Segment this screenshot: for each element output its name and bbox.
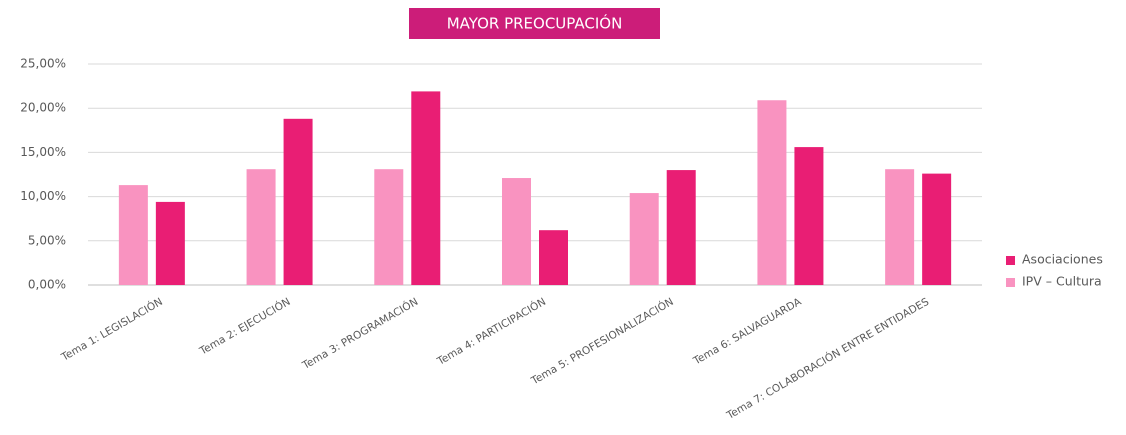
bar	[374, 169, 404, 285]
bar	[246, 169, 276, 285]
bar	[666, 170, 696, 285]
bar	[757, 100, 787, 285]
bar	[539, 230, 568, 285]
y-tick-label: 15,00%	[20, 145, 66, 159]
legend-swatch	[1006, 278, 1015, 287]
x-tick-label: Tema 7: COLABORACIÓN ENTRE ENTIDADES	[724, 295, 932, 423]
bar	[885, 169, 915, 285]
x-tick-label: Tema 6: SALVAGUARDA	[691, 295, 804, 367]
bar	[283, 118, 313, 285]
y-tick-label: 10,00%	[20, 189, 66, 203]
bar	[629, 193, 659, 285]
title-box	[409, 8, 660, 39]
legend-label: Asociaciones	[1022, 252, 1103, 267]
y-tick-label: 0,00%	[28, 278, 66, 292]
x-tick-label: Tema 2: EJECUCIÓN	[196, 295, 292, 358]
x-tick-label: Tema 5: PROFESIONALIZACIÓN	[528, 295, 676, 388]
x-tick-label: Tema 1: LEGISLACIÓN	[58, 295, 165, 364]
bar	[794, 147, 824, 285]
bar	[118, 185, 148, 285]
legend-swatch	[1006, 256, 1015, 265]
bar	[922, 173, 952, 285]
bar	[411, 91, 441, 286]
legend-label: IPV – Cultura	[1022, 274, 1102, 289]
x-tick-label: Tema 3: PROGRAMACIÓN	[299, 295, 420, 372]
bar	[155, 201, 185, 285]
y-tick-label: 25,00%	[20, 57, 66, 71]
x-tick-label: Tema 4: PARTICIPACIÓN	[434, 295, 548, 368]
y-tick-label: 5,00%	[28, 233, 66, 247]
y-tick-label: 20,00%	[20, 101, 66, 115]
bar	[502, 178, 531, 285]
chart-title: MAYOR PREOCUPACIÓN	[447, 14, 623, 33]
